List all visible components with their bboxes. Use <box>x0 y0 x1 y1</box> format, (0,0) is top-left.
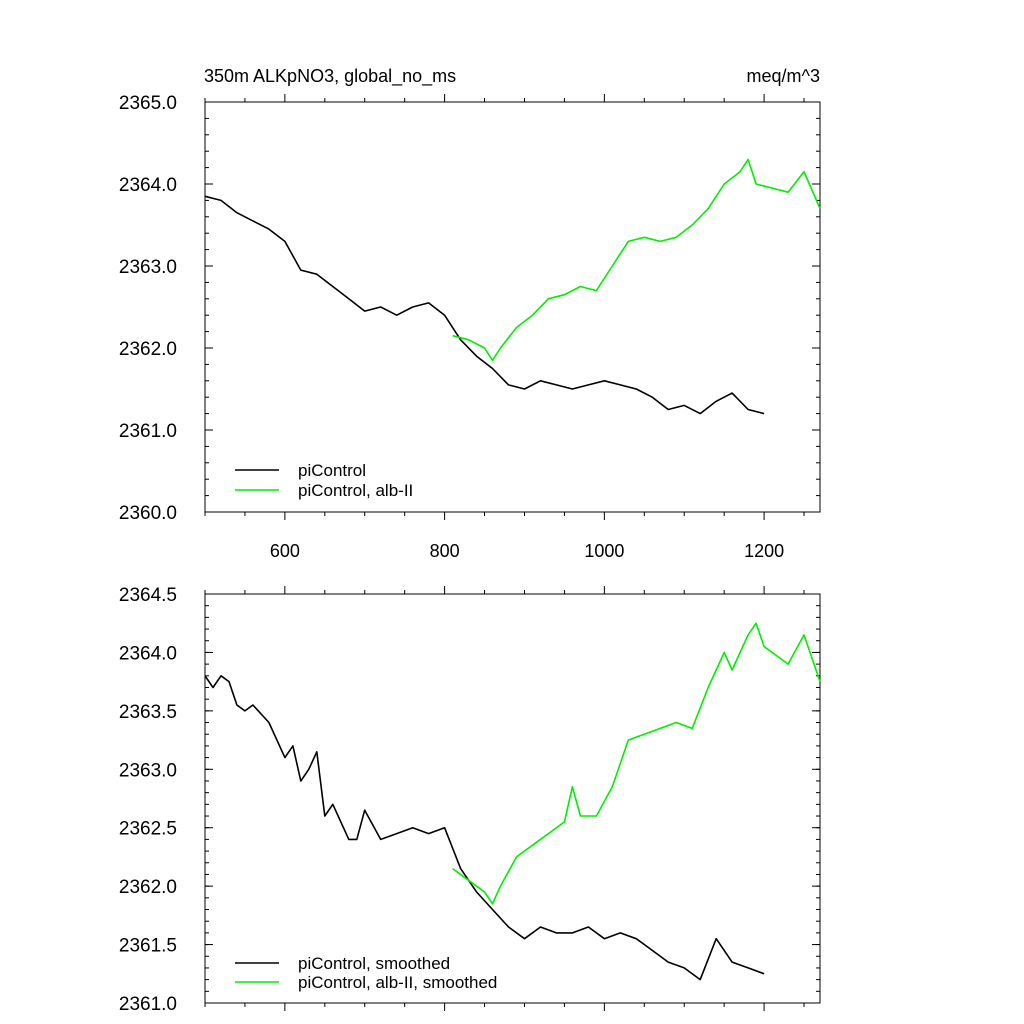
top-y-tick-label: 2360.0 <box>119 503 177 524</box>
top-plot-frame <box>204 101 821 513</box>
bottom-y-tick-label: 2362.0 <box>119 877 177 898</box>
top-series-line-0 <box>204 195 765 415</box>
bottom-y-tick-label: 2362.5 <box>119 819 177 840</box>
top-series-line-1 <box>452 158 821 362</box>
bottom-y-tick-label: 2363.5 <box>119 702 177 723</box>
bottom-y-tick-label: 2364.5 <box>119 585 177 606</box>
bottom-y-tick-label: 2361.0 <box>119 994 177 1015</box>
top-x-tick-label: 1000 <box>584 541 624 561</box>
top-title-left: 350m ALKpNO3, global_no_ms <box>204 66 456 87</box>
bottom-legend-label-alb: piControl, alb-II, smoothed <box>298 973 497 992</box>
top-x-tick-label: 1200 <box>744 541 784 561</box>
bottom-series-line-1 <box>452 622 821 905</box>
top-axes: 600 800 1000 1200 2360.0 2361.0 2362.0 2363.0 23… <box>119 93 820 561</box>
bottom-panel: 2361.0 2361.5 2362.0 2362.5 2363.0 2363.5 2364… <box>119 585 821 1015</box>
bottom-plot-frame <box>204 593 821 1004</box>
top-legend-label-alb: piControl, alb-II <box>298 481 413 500</box>
top-legend-label-picontrol: piControl <box>298 461 366 480</box>
bottom-axes: 2361.0 2361.5 2362.0 2362.5 2363.0 2363.5 2364… <box>119 585 820 1015</box>
bottom-series-line-0 <box>204 674 765 981</box>
bottom-legend: piControl, smoothed piControl, alb-II, s… <box>235 954 497 992</box>
bottom-y-tick-label: 2361.5 <box>119 936 177 957</box>
top-panel: 350m ALKpNO3, global_no_ms meq/m^3 600 80… <box>119 66 821 561</box>
bottom-y-tick-label: 2363.0 <box>119 760 177 781</box>
top-legend: piControl piControl, alb-II <box>235 461 413 500</box>
top-x-tick-label: 600 <box>270 541 300 561</box>
top-title-right: meq/m^3 <box>747 66 820 86</box>
top-y-tick-label: 2361.0 <box>119 421 177 442</box>
top-x-tick-label: 800 <box>430 541 460 561</box>
top-y-tick-label: 2364.0 <box>119 175 177 196</box>
top-series <box>204 158 821 415</box>
bottom-legend-label-picontrol: piControl, smoothed <box>298 954 450 973</box>
bottom-y-tick-label: 2364.0 <box>119 643 177 664</box>
top-y-tick-label: 2365.0 <box>119 93 177 114</box>
top-y-tick-label: 2362.0 <box>119 339 177 360</box>
bottom-series <box>204 622 821 981</box>
top-y-tick-label: 2363.0 <box>119 257 177 278</box>
